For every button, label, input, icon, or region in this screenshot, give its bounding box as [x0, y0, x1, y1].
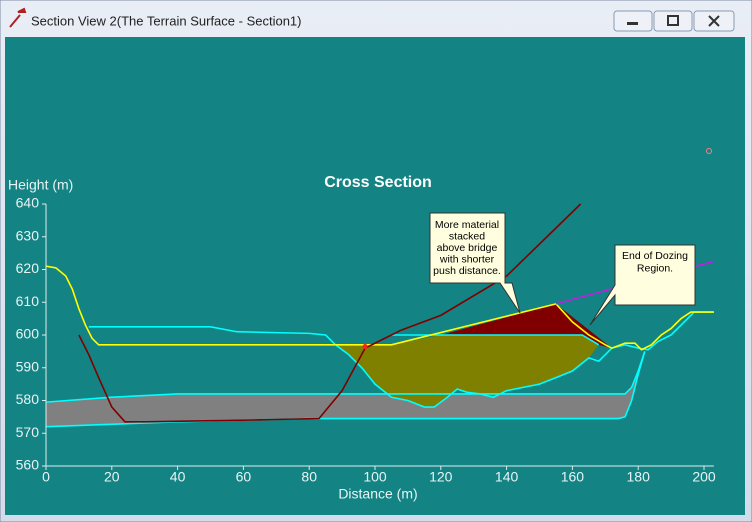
y-tick-label: 620 [16, 260, 40, 276]
window-title: Section View 2(The Terrain Surface - Sec… [31, 13, 302, 28]
minimize-button[interactable] [613, 10, 653, 32]
annotation-text: stacked [449, 230, 485, 242]
x-tick-label: 140 [495, 469, 519, 485]
fill-area [328, 335, 599, 408]
series-line [88, 311, 714, 408]
callout-box [429, 212, 521, 314]
x-tick-label: 120 [429, 469, 453, 485]
y-tick-label: 630 [16, 227, 40, 243]
y-tick-label: 600 [16, 326, 40, 342]
series-line [45, 265, 714, 351]
series-line [391, 334, 600, 346]
x-tick-label: 180 [627, 469, 651, 485]
point [362, 343, 368, 349]
y-tick-label: 570 [16, 424, 40, 440]
y-tick-label: 560 [16, 457, 40, 473]
fill-area [440, 303, 612, 349]
y-tick-label: 580 [16, 391, 40, 407]
y-tick-label: 640 [16, 195, 40, 211]
annotation-text: above bridge [437, 242, 498, 254]
x-tick-label: 60 [236, 469, 252, 485]
maximize-icon [667, 15, 679, 26]
close-icon [708, 15, 720, 27]
y-tick-label: 610 [16, 293, 40, 309]
x-tick-label: 100 [363, 469, 387, 485]
y-tick-label: 590 [16, 358, 40, 374]
x-tick-label: 160 [561, 469, 585, 485]
series-line [45, 351, 646, 403]
marker [706, 148, 712, 154]
x-tick-label: 0 [42, 469, 50, 485]
x-tick-label: 200 [692, 469, 716, 485]
annotation-text: End of Dozing [622, 250, 688, 262]
x-tick-label: 40 [170, 469, 186, 485]
x-axis-label: Distance (m) [338, 486, 417, 502]
window-icon [9, 7, 27, 28]
y-axis-label: Height (m) [8, 177, 73, 193]
annotation-text: Region. [637, 262, 673, 274]
x-tick-label: 80 [301, 469, 317, 485]
fill-area [46, 351, 645, 427]
maximize-button[interactable] [653, 10, 693, 32]
annotation-text: More material [435, 219, 499, 231]
chart-title: Cross Section [324, 174, 432, 191]
series-line [78, 203, 582, 423]
x-tick-label: 20 [104, 469, 120, 485]
annotation-text: with shorter [439, 253, 495, 265]
annotation-text: push distance. [433, 265, 501, 277]
callout-box [589, 244, 696, 326]
minimize-icon [627, 22, 638, 25]
